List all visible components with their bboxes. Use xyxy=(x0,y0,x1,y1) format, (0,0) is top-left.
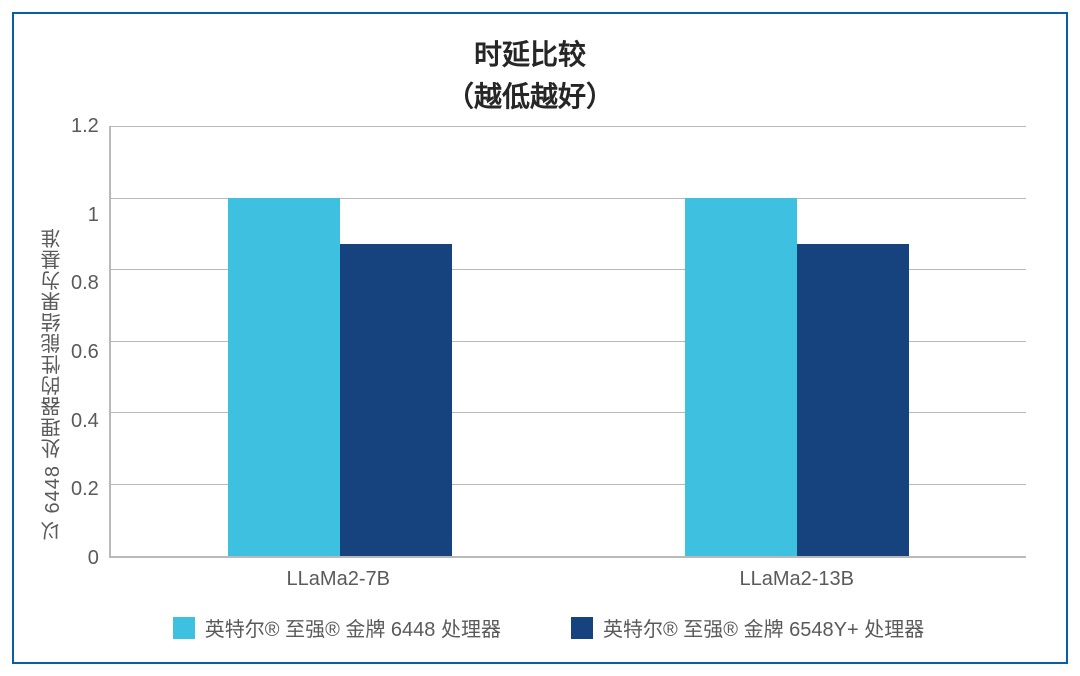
x-label: LLaMa2-13B xyxy=(568,568,1027,591)
legend-label: 英特尔® 至强® 金牌 6548Y+ 处理器 xyxy=(603,613,924,642)
y-tick: 1.2 xyxy=(71,116,99,136)
bar-group xyxy=(568,126,1026,556)
x-label-row: LLaMa2-7BLLaMa2-13B xyxy=(109,568,1026,591)
y-tick: 1 xyxy=(88,205,99,225)
bar xyxy=(340,244,452,556)
x-label: LLaMa2-7B xyxy=(109,568,568,591)
legend-swatch xyxy=(173,617,195,639)
plot-wrap: 1.210.80.60.40.20 LLaMa2-7BLLaMa2-13B 英特… xyxy=(71,126,1026,642)
legend-item: 英特尔® 至强® 金牌 6448 处理器 xyxy=(173,613,501,642)
y-tick: 0.4 xyxy=(71,411,99,431)
plot: 1.210.80.60.40.20 xyxy=(71,126,1026,558)
legend-swatch xyxy=(571,617,593,639)
y-tick: 0.2 xyxy=(71,479,99,499)
plot-area xyxy=(109,126,1026,558)
bar xyxy=(685,198,797,556)
bars xyxy=(111,126,1026,556)
legend-label: 英特尔® 至强® 金牌 6448 处理器 xyxy=(205,613,501,642)
title-line-2: （越低越好） xyxy=(34,76,1026,118)
legend-item: 英特尔® 至强® 金牌 6548Y+ 处理器 xyxy=(571,613,924,642)
y-tick: 0 xyxy=(88,548,99,568)
bar xyxy=(797,244,909,556)
x-labels: LLaMa2-7BLLaMa2-13B xyxy=(71,558,1026,591)
legend: 英特尔® 至强® 金牌 6448 处理器 英特尔® 至强® 金牌 6548Y+ 处… xyxy=(71,591,1026,642)
chart-frame: 时延比较 （越低越好） 以 6448 处理器的性能结果为基准 1.2 1 0.8 0.… xyxy=(12,12,1068,664)
y-tick: 0.6 xyxy=(71,342,99,362)
y-ticks: 1.210.80.60.40.20 xyxy=(71,126,109,558)
title-line-1: 时延比较 xyxy=(34,34,1026,76)
chart-body: 以 6448 处理器的性能结果为基准 1.210.80.60.40.20 LLa… xyxy=(34,126,1026,642)
bar-group xyxy=(111,126,569,556)
y-tick: 0.8 xyxy=(71,273,99,293)
chart-title: 时延比较 （越低越好） xyxy=(34,34,1026,118)
y-axis-label: 以 6448 处理器的性能结果为基准 xyxy=(34,126,71,642)
bar xyxy=(228,198,340,556)
